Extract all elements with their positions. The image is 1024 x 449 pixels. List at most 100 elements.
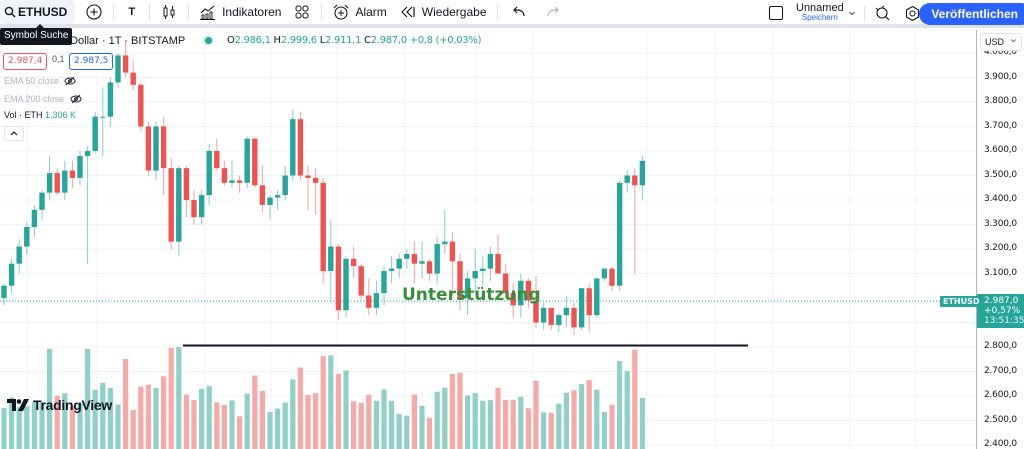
open-key: O: [227, 35, 235, 46]
volume-label: Vol · ETH: [4, 110, 43, 120]
candle-body: [145, 126, 152, 171]
currency-label: USD: [985, 37, 1005, 47]
candle-body: [1, 285, 7, 298]
quick-search-button[interactable]: [869, 1, 898, 25]
price-axis-label: 2.400,0: [984, 439, 1017, 449]
volume-bar: [556, 403, 562, 449]
chart-type-button[interactable]: [154, 0, 184, 24]
symbol-description[interactable]: / Dollar · 1T · BITSTAMP: [64, 35, 186, 47]
volume-bar: [153, 387, 159, 449]
indicators-button[interactable]: Indikatoren: [193, 0, 287, 24]
candle-body: [31, 209, 38, 227]
candlestick-chart[interactable]: [0, 30, 976, 449]
layout-name-button[interactable]: Unnamed Speichern: [796, 3, 844, 23]
symbol-search-button[interactable]: ETHUSD: [0, 0, 76, 24]
search-icon: [4, 6, 16, 18]
layout-toggle-button[interactable]: [762, 1, 790, 25]
volume-bar: [563, 392, 569, 449]
templates-button[interactable]: [287, 0, 317, 24]
candle-body: [548, 307, 554, 325]
volume-bar: [62, 393, 68, 449]
candle-body: [84, 151, 91, 156]
candle-body: [411, 253, 418, 264]
price-axis-label: 2.500,0: [984, 414, 1017, 425]
layout-menu-button[interactable]: [844, 1, 860, 25]
candle-body: [229, 180, 235, 183]
square-icon: [768, 5, 784, 21]
candle-body: [62, 170, 68, 193]
volume-bar: [47, 349, 53, 449]
candle-body: [487, 253, 494, 269]
volume-bar: [252, 375, 258, 449]
alert-button[interactable]: Alarm: [326, 0, 392, 24]
price-axis-label: 3.600,0: [984, 145, 1017, 155]
currency-select[interactable]: USD: [980, 33, 1022, 51]
redo-button[interactable]: [536, 0, 570, 24]
volume-bar: [259, 390, 265, 449]
volume-bar: [39, 402, 45, 449]
volume-bar: [313, 393, 319, 449]
chart-pane[interactable]: [0, 30, 976, 449]
candle-body: [571, 307, 577, 328]
layout-name: Unnamed: [796, 2, 844, 14]
candle-body: [540, 307, 547, 323]
magnifier-gear-icon: [875, 5, 890, 20]
high-key: H: [273, 35, 282, 46]
candle-body: [39, 192, 45, 210]
low-key: L: [319, 35, 326, 46]
symbol-search-tooltip: Symbol Suche: [0, 24, 73, 45]
settings-button[interactable]: [898, 1, 927, 25]
volume-bar: [351, 401, 357, 449]
publish-button[interactable]: Veröffentlichen: [919, 3, 1024, 25]
candle-body: [358, 266, 364, 296]
buy-price-button[interactable]: 2.987,5: [69, 53, 114, 70]
tradingview-logo[interactable]: TradingView: [7, 397, 112, 413]
candle-body: [525, 280, 532, 301]
candle-body: [480, 268, 486, 272]
eye-hidden-icon[interactable]: [70, 94, 82, 104]
volume-bar: [328, 355, 334, 449]
candle-body: [320, 182, 326, 272]
candle-body: [130, 72, 136, 85]
alert-label: Alarm: [355, 5, 387, 19]
candle-body: [457, 261, 463, 298]
candle-body: [556, 315, 562, 325]
save-label: Speichern: [801, 13, 838, 22]
symbol-label: ETHUSD: [18, 5, 68, 19]
candle-body: [176, 168, 182, 242]
support-annotation[interactable]: Unterstützung: [402, 285, 541, 305]
interval-button[interactable]: T: [118, 0, 145, 24]
eye-hidden-icon[interactable]: [64, 76, 76, 86]
candle-body: [609, 268, 615, 286]
candle-body: [297, 119, 304, 176]
candle-body: [578, 288, 585, 328]
price-axis-label: 3.300,0: [984, 218, 1017, 229]
volume-bar: [601, 411, 607, 449]
candle-body: [100, 116, 106, 118]
volume-bar: [297, 367, 303, 449]
compare-symbol-button[interactable]: [79, 0, 109, 24]
price-axis[interactable]: USD 2.987,0 +0,57% 13:51:35 4.000,0 3.900…: [976, 30, 1024, 449]
candle-body: [267, 197, 273, 205]
candles-icon: [163, 5, 175, 19]
candle-body: [442, 241, 448, 245]
volume-bar: [54, 395, 60, 449]
last-price: 2.987,0: [984, 296, 1019, 306]
candle-body: [8, 263, 15, 286]
collapse-legend-button[interactable]: [4, 126, 24, 141]
candle-body: [366, 295, 372, 308]
ema50-legend[interactable]: EMA 50 close: [4, 76, 60, 86]
plus-circle-icon: [86, 4, 102, 20]
logo-text: TradingView: [33, 397, 112, 413]
volume-legend[interactable]: Vol · ETH 1,306 K: [4, 110, 76, 120]
sell-price-button[interactable]: 2.987,4: [3, 53, 48, 70]
candle-body: [404, 253, 410, 259]
candle-body: [198, 195, 205, 218]
undo-button[interactable]: [502, 0, 536, 24]
volume-bar: [138, 386, 144, 449]
candle-body: [449, 241, 456, 262]
ema200-legend[interactable]: EMA 200 close: [4, 94, 65, 104]
replay-button[interactable]: Wiedergabe: [393, 0, 493, 24]
toolbar-divider: [149, 4, 151, 20]
candle-body: [426, 261, 433, 274]
